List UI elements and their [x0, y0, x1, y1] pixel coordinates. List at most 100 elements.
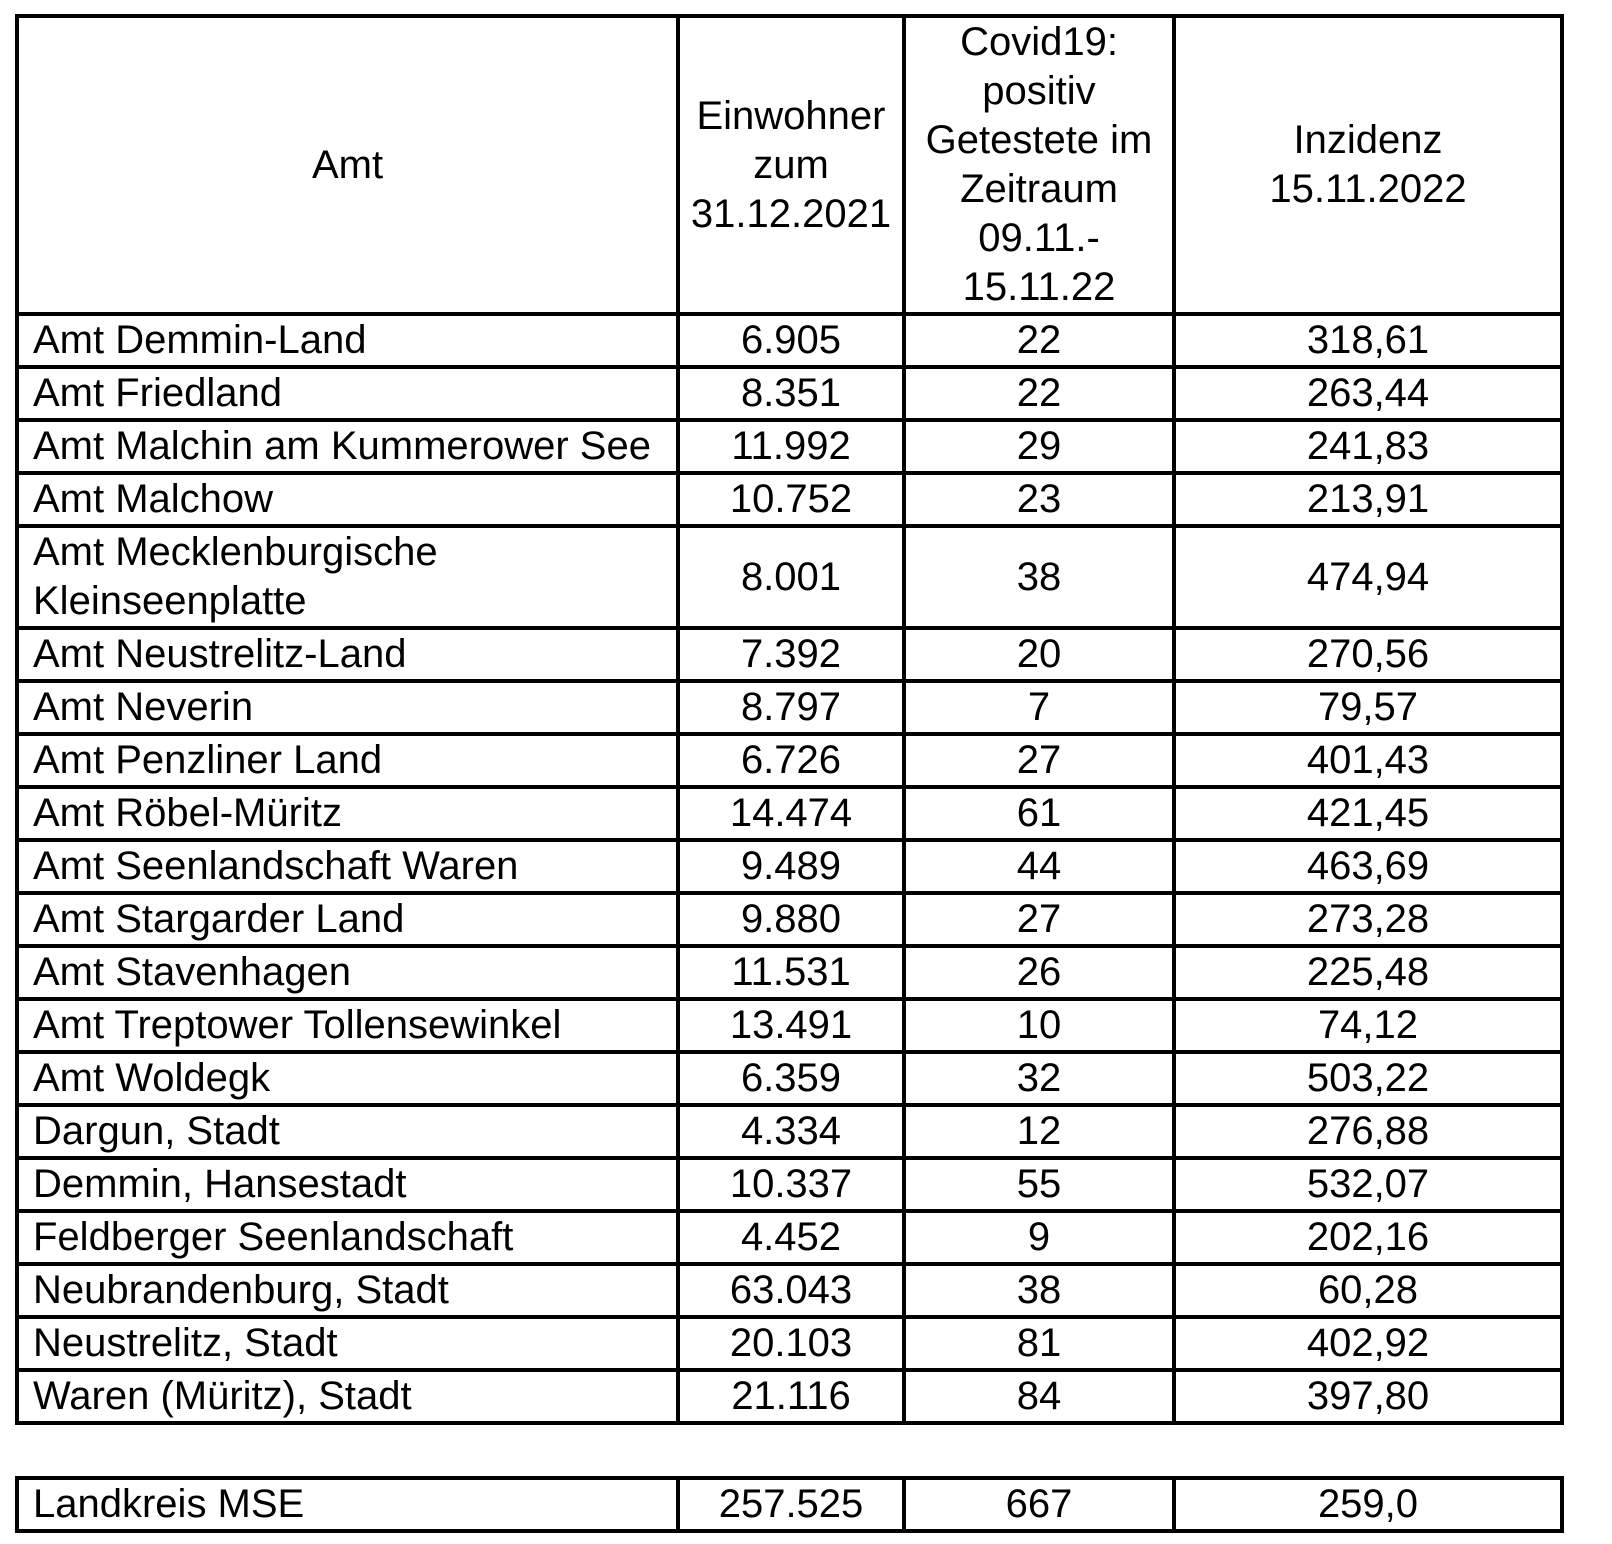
table-row: Dargun, Stadt 4.334 12 276,88 [15, 1103, 1564, 1160]
header-covid-getestete: Covid19: positiv Getestete im Zeitraum 0… [902, 14, 1176, 316]
cell-einwohner: 4.334 [676, 1103, 906, 1160]
cell-getestete: 7 [902, 679, 1176, 736]
cell-getestete: 20 [902, 626, 1176, 683]
table-row: Amt Friedland 8.351 22 263,44 [15, 365, 1564, 422]
cell-einwohner: 10.337 [676, 1156, 906, 1213]
table-row: Amt Stavenhagen 11.531 26 225,48 [15, 944, 1564, 1001]
cell-amt: Amt Friedland [15, 365, 680, 422]
cell-amt: Amt Stavenhagen [15, 944, 680, 1001]
cell-amt: Amt Neverin [15, 679, 680, 736]
table-row: Amt Stargarder Land 9.880 27 273,28 [15, 891, 1564, 948]
cell-einwohner: 6.359 [676, 1050, 906, 1107]
cell-inzidenz: 401,43 [1172, 732, 1564, 789]
cell-getestete: 22 [902, 312, 1176, 369]
table-row: Demmin, Hansestadt 10.337 55 532,07 [15, 1156, 1564, 1213]
cell-inzidenz: 532,07 [1172, 1156, 1564, 1213]
cell-inzidenz: 225,48 [1172, 944, 1564, 1001]
cell-einwohner: 14.474 [676, 785, 906, 842]
cell-einwohner: 9.489 [676, 838, 906, 895]
summary-row: Landkreis MSE 257.525 667 259,0 [15, 1476, 1564, 1533]
cell-einwohner: 21.116 [676, 1368, 906, 1425]
table-row: Amt Seenlandschaft Waren 9.489 44 463,69 [15, 838, 1564, 895]
cell-amt: Neubrandenburg, Stadt [15, 1262, 680, 1319]
landkreis-summary-table: Landkreis MSE 257.525 667 259,0 [15, 1476, 1564, 1533]
cell-amt: Amt Treptower Tollensewinkel [15, 997, 680, 1054]
cell-einwohner: 10.752 [676, 471, 906, 528]
table-body: Amt Demmin-Land 6.905 22 318,61 Amt Friedlan… [15, 312, 1564, 1425]
cell-getestete: 10 [902, 997, 1176, 1054]
cell-inzidenz: 276,88 [1172, 1103, 1564, 1160]
cell-getestete: 38 [902, 524, 1176, 630]
cell-einwohner: 9.880 [676, 891, 906, 948]
table-row: Neubrandenburg, Stadt 63.043 38 60,28 [15, 1262, 1564, 1319]
cell-amt: Amt Neustrelitz-Land [15, 626, 680, 683]
table-row: Amt Woldegk 6.359 32 503,22 [15, 1050, 1564, 1107]
cell-getestete: 9 [902, 1209, 1176, 1266]
cell-inzidenz: 270,56 [1172, 626, 1564, 683]
table-row: Amt Demmin-Land 6.905 22 318,61 [15, 312, 1564, 369]
cell-inzidenz: 397,80 [1172, 1368, 1564, 1425]
cell-inzidenz: 474,94 [1172, 524, 1564, 630]
cell-einwohner: 8.351 [676, 365, 906, 422]
table-row: Amt Penzliner Land 6.726 27 401,43 [15, 732, 1564, 789]
cell-einwohner: 20.103 [676, 1315, 906, 1372]
table-row: Amt Mecklenburgische Kleinseenplatte 8.00… [15, 524, 1564, 630]
cell-inzidenz: 74,12 [1172, 997, 1564, 1054]
cell-inzidenz: 259,0 [1172, 1476, 1564, 1533]
cell-getestete: 38 [902, 1262, 1176, 1319]
cell-einwohner: 6.905 [676, 312, 906, 369]
table-row: Feldberger Seenlandschaft 4.452 9 202,16 [15, 1209, 1564, 1266]
cell-inzidenz: 213,91 [1172, 471, 1564, 528]
cell-inzidenz: 202,16 [1172, 1209, 1564, 1266]
cell-amt: Amt Penzliner Land [15, 732, 680, 789]
table-row: Amt Röbel-Müritz 14.474 61 421,45 [15, 785, 1564, 842]
cell-einwohner: 11.531 [676, 944, 906, 1001]
cell-getestete: 27 [902, 732, 1176, 789]
cell-getestete: 84 [902, 1368, 1176, 1425]
cell-inzidenz: 318,61 [1172, 312, 1564, 369]
cell-getestete: 667 [902, 1476, 1176, 1533]
cell-amt: Waren (Müritz), Stadt [15, 1368, 680, 1425]
cell-einwohner: 13.491 [676, 997, 906, 1054]
cell-inzidenz: 241,83 [1172, 418, 1564, 475]
cell-getestete: 12 [902, 1103, 1176, 1160]
cell-einwohner: 63.043 [676, 1262, 906, 1319]
cell-getestete: 26 [902, 944, 1176, 1001]
cell-getestete: 23 [902, 471, 1176, 528]
cell-amt: Demmin, Hansestadt [15, 1156, 680, 1213]
cell-amt: Amt Seenlandschaft Waren [15, 838, 680, 895]
table-row: Neustrelitz, Stadt 20.103 81 402,92 [15, 1315, 1564, 1372]
table-row: Amt Treptower Tollensewinkel 13.491 10 74,1… [15, 997, 1564, 1054]
cell-einwohner: 8.001 [676, 524, 906, 630]
table-row: Amt Malchin am Kummerower See 11.992 29 241… [15, 418, 1564, 475]
header-inzidenz: Inzidenz 15.11.2022 [1172, 14, 1564, 316]
cell-getestete: 61 [902, 785, 1176, 842]
cell-inzidenz: 263,44 [1172, 365, 1564, 422]
cell-amt: Amt Woldegk [15, 1050, 680, 1107]
cell-inzidenz: 402,92 [1172, 1315, 1564, 1372]
cell-getestete: 29 [902, 418, 1176, 475]
cell-inzidenz: 79,57 [1172, 679, 1564, 736]
header-amt: Amt [15, 14, 680, 316]
table-header-row: Amt Einwohner zum 31.12.2021 Covid19: po… [15, 14, 1564, 316]
cell-inzidenz: 60,28 [1172, 1262, 1564, 1319]
cell-einwohner: 257.525 [676, 1476, 906, 1533]
cell-getestete: 27 [902, 891, 1176, 948]
cell-getestete: 55 [902, 1156, 1176, 1213]
cell-amt: Dargun, Stadt [15, 1103, 680, 1160]
cell-getestete: 32 [902, 1050, 1176, 1107]
cell-inzidenz: 273,28 [1172, 891, 1564, 948]
table-row: Waren (Müritz), Stadt 21.116 84 397,80 [15, 1368, 1564, 1425]
cell-amt: Amt Malchin am Kummerower See [15, 418, 680, 475]
covid-incidence-table: Amt Einwohner zum 31.12.2021 Covid19: po… [15, 14, 1564, 1425]
cell-einwohner: 6.726 [676, 732, 906, 789]
cell-einwohner: 7.392 [676, 626, 906, 683]
cell-getestete: 44 [902, 838, 1176, 895]
cell-einwohner: 4.452 [676, 1209, 906, 1266]
cell-einwohner: 8.797 [676, 679, 906, 736]
cell-amt: Amt Stargarder Land [15, 891, 680, 948]
cell-getestete: 22 [902, 365, 1176, 422]
cell-amt: Amt Malchow [15, 471, 680, 528]
table-row: Amt Malchow 10.752 23 213,91 [15, 471, 1564, 528]
